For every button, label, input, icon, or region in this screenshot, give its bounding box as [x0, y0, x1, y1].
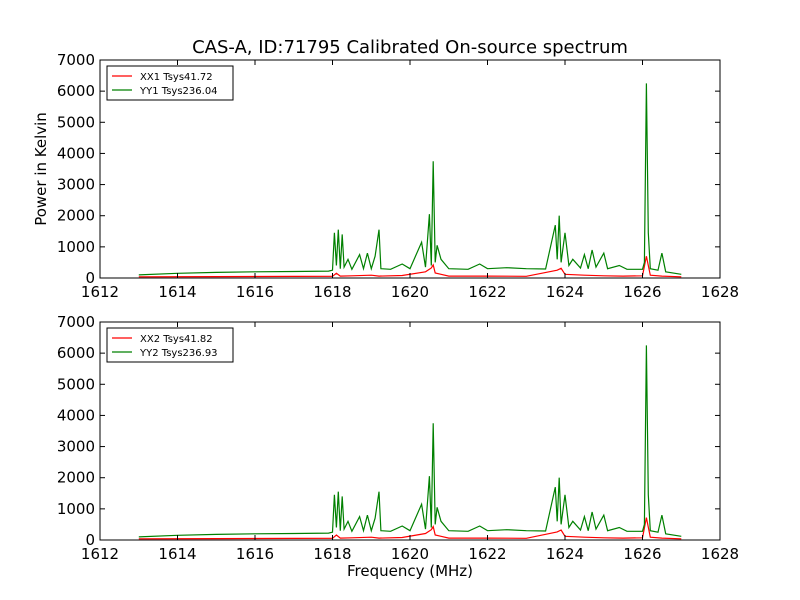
y-tick-label: 3000 — [57, 176, 95, 194]
y-tick-label: 1000 — [57, 500, 95, 518]
x-tick-label: 1624 — [546, 283, 584, 301]
x-tick-label: 1612 — [81, 545, 119, 563]
y-tick-label: 1000 — [57, 238, 95, 256]
x-tick-label: 1614 — [158, 283, 196, 301]
y-tick-label: 0 — [85, 531, 95, 549]
x-tick-label: 1614 — [158, 545, 196, 563]
y-tick-label: 4000 — [57, 144, 95, 162]
x-tick-label: 1628 — [701, 545, 739, 563]
legend-entry: YY1 Tsys236.04 — [139, 86, 218, 97]
x-tick-label: 1616 — [236, 283, 274, 301]
x-tick-label: 1618 — [313, 545, 351, 563]
y-tick-label: 7000 — [57, 51, 95, 69]
y-tick-label: 3000 — [57, 438, 95, 456]
y-tick-label: 0 — [85, 269, 95, 287]
x-tick-label: 1622 — [468, 283, 506, 301]
x-tick-label: 1628 — [701, 283, 739, 301]
x-tick-label: 1626 — [623, 545, 661, 563]
legend-entry: YY2 Tsys236.93 — [139, 348, 218, 359]
top-plot-panel: 1612 1614 1616 1618 1620 1622 1624 1626 1628 0 100… — [57, 51, 739, 301]
y-axis-label: Power in Kelvin — [32, 112, 50, 226]
legend-entry: XX1 Tsys41.72 — [140, 72, 213, 83]
y-tick-label: 6000 — [57, 82, 95, 100]
y-tick-label: 5000 — [57, 375, 95, 393]
x-tick-label: 1626 — [623, 283, 661, 301]
series-line-yy — [138, 83, 682, 276]
legend-box — [106, 65, 234, 101]
y-tick-label: 7000 — [57, 313, 95, 331]
series-line-yy — [138, 345, 682, 538]
x-tick-label: 1616 — [236, 545, 274, 563]
x-tick-label: 1618 — [313, 283, 351, 301]
bottom-plot-panel: 1612 1614 1616 1618 1620 1622 1624 1626 1628 0 100… — [57, 313, 739, 563]
y-tick-label: 4000 — [57, 406, 95, 424]
chart-title: CAS-A, ID:71795 Calibrated On-source spe… — [192, 37, 628, 58]
legend: XX1 Tsys41.72 YY1 Tsys236.04 — [106, 65, 234, 101]
x-tick-label: 1622 — [468, 545, 506, 563]
series-line-xx — [138, 256, 682, 278]
y-tick-label: 6000 — [57, 344, 95, 362]
x-tick-label: 1612 — [81, 283, 119, 301]
y-tick-label: 5000 — [57, 113, 95, 131]
legend-box — [106, 327, 234, 363]
series-line-xx — [138, 517, 682, 540]
x-tick-label: 1620 — [391, 283, 429, 301]
x-tick-label: 1624 — [546, 545, 584, 563]
legend-entry: XX2 Tsys41.82 — [140, 334, 213, 345]
x-tick-label: 1620 — [391, 545, 429, 563]
x-axis-label: Frequency (MHz) — [347, 562, 473, 580]
y-tick-label: 2000 — [57, 469, 95, 487]
legend: XX2 Tsys41.82 YY2 Tsys236.93 — [106, 327, 234, 363]
y-tick-label: 2000 — [57, 207, 95, 225]
